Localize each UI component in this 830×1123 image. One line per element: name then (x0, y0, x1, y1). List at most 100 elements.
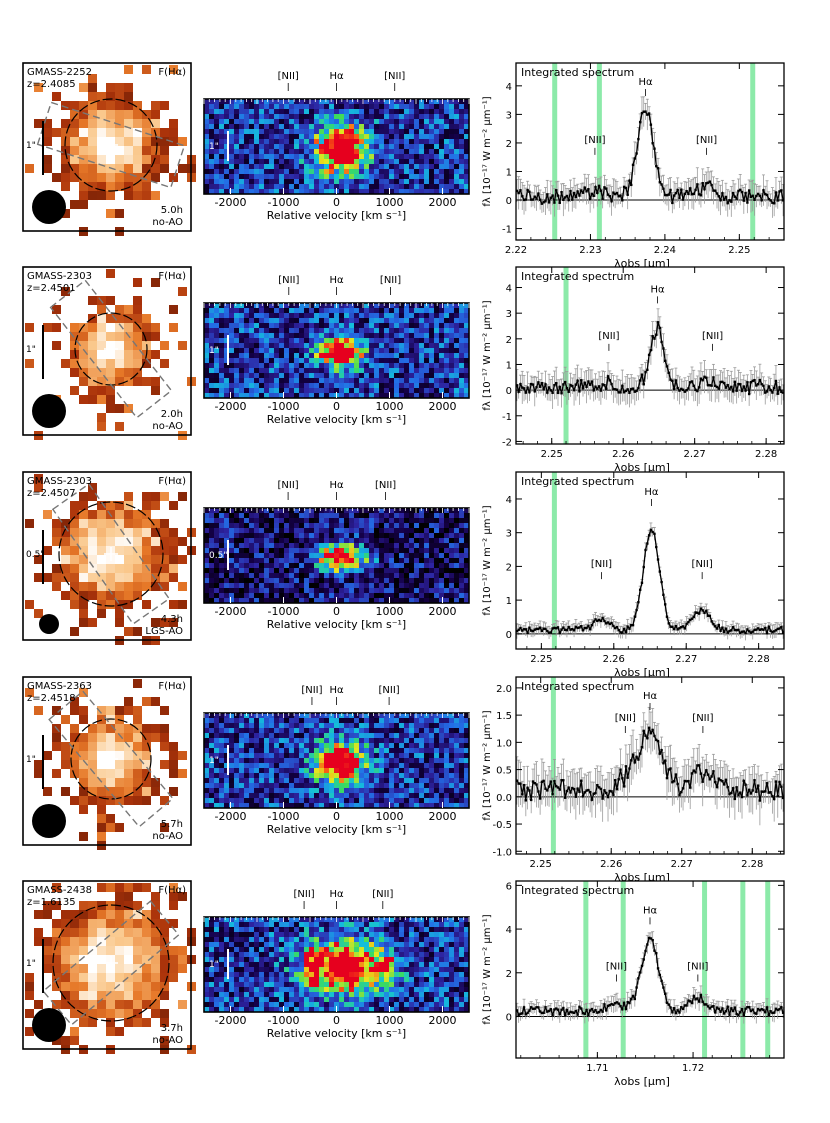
map-pixel (133, 155, 142, 164)
pv-cell (244, 528, 249, 533)
pv-cell (419, 368, 424, 373)
pv-cell (299, 378, 304, 383)
pv-cell (349, 553, 354, 558)
pv-cell (224, 528, 229, 533)
pv-cell (379, 313, 384, 318)
pv-cell (309, 548, 314, 553)
spectrum-point (741, 191, 743, 193)
pv-cell (429, 318, 434, 323)
pv-cell (259, 139, 264, 144)
pv-cell (344, 313, 349, 318)
map-pixel (79, 618, 88, 627)
pv-cell (339, 588, 344, 593)
pv-cell (244, 593, 249, 598)
pv-cell (354, 578, 359, 583)
pv-cell (414, 318, 419, 323)
pv-cell (414, 109, 419, 114)
pv-cell (284, 358, 289, 363)
pv-cell (404, 548, 409, 553)
pv-cell (339, 179, 344, 184)
pv-cell (399, 154, 404, 159)
map-pixel (106, 600, 115, 609)
spectrum-point (664, 360, 666, 362)
pv-cell (414, 169, 419, 174)
pv-cell (349, 563, 354, 568)
map-pixel (79, 573, 88, 582)
pv-cell (299, 179, 304, 184)
psf-beam (39, 614, 59, 634)
pv-cell (404, 348, 409, 353)
pv-cell (294, 518, 299, 523)
pv-cell (309, 124, 314, 129)
pv-cell (304, 328, 309, 333)
pv-cell (444, 518, 449, 523)
map-pixel (97, 332, 106, 341)
pv-cell (239, 378, 244, 383)
pv-cell (379, 134, 384, 139)
pv-cell (299, 129, 304, 134)
pv-cell (289, 578, 294, 583)
pv-cell (399, 114, 404, 119)
pv-cell (374, 174, 379, 179)
pv-scale-label: 1" (209, 142, 219, 152)
pv-cell (359, 538, 364, 543)
pv-cell (319, 109, 324, 114)
pv-cell (384, 543, 389, 548)
spectrum-point (773, 202, 775, 204)
pv-cell (274, 563, 279, 568)
pv-cell (209, 533, 214, 538)
pv-cell (389, 129, 394, 134)
pv-cell (289, 139, 294, 144)
pv-cell (334, 533, 339, 538)
pv-cell (289, 109, 294, 114)
pv-cell (369, 169, 374, 174)
pv-cell (244, 174, 249, 179)
pv-cell (424, 159, 429, 164)
pv-cell (214, 179, 219, 184)
pv-cell (389, 518, 394, 523)
pv-cell (359, 528, 364, 533)
map-pixel (124, 137, 133, 146)
map-pixel (70, 627, 79, 636)
pv-cell (374, 578, 379, 583)
pv-cell (244, 144, 249, 149)
pv-cell (334, 363, 339, 368)
pv-cell (274, 513, 279, 518)
pv-cell (314, 383, 319, 388)
pv-cell (429, 179, 434, 184)
pv-cell (309, 129, 314, 134)
pv-cell (219, 328, 224, 333)
spectrum-point (628, 180, 630, 182)
pv-cell (374, 333, 379, 338)
pv-cell (219, 528, 224, 533)
pv-cell (379, 184, 384, 189)
pv-cell (384, 528, 389, 533)
pv-cell (379, 154, 384, 159)
pv-cell (219, 353, 224, 358)
pv-cell (409, 388, 414, 393)
pv-cell (394, 328, 399, 333)
pv-cell (439, 538, 444, 543)
pv-cell (349, 573, 354, 578)
pv-cell (254, 378, 259, 383)
pv-cell (354, 378, 359, 383)
pv-cell (304, 184, 309, 189)
pv-cell (304, 159, 309, 164)
pv-cell (324, 154, 329, 159)
pv-cell (234, 563, 239, 568)
pv-cell (339, 328, 344, 333)
pv-cell (394, 378, 399, 383)
pv-cell (294, 583, 299, 588)
pv-cell (419, 139, 424, 144)
pv-cell (414, 149, 419, 154)
pv-cell (339, 119, 344, 124)
pv-cell (234, 513, 239, 518)
pv-cell (254, 159, 259, 164)
pv-cell (289, 144, 294, 149)
map-pixel (88, 618, 97, 627)
spectrum-point (735, 197, 737, 199)
pv-cell (354, 593, 359, 598)
pv-cell (244, 538, 249, 543)
pv-cell (294, 124, 299, 129)
pv-cell (409, 363, 414, 368)
